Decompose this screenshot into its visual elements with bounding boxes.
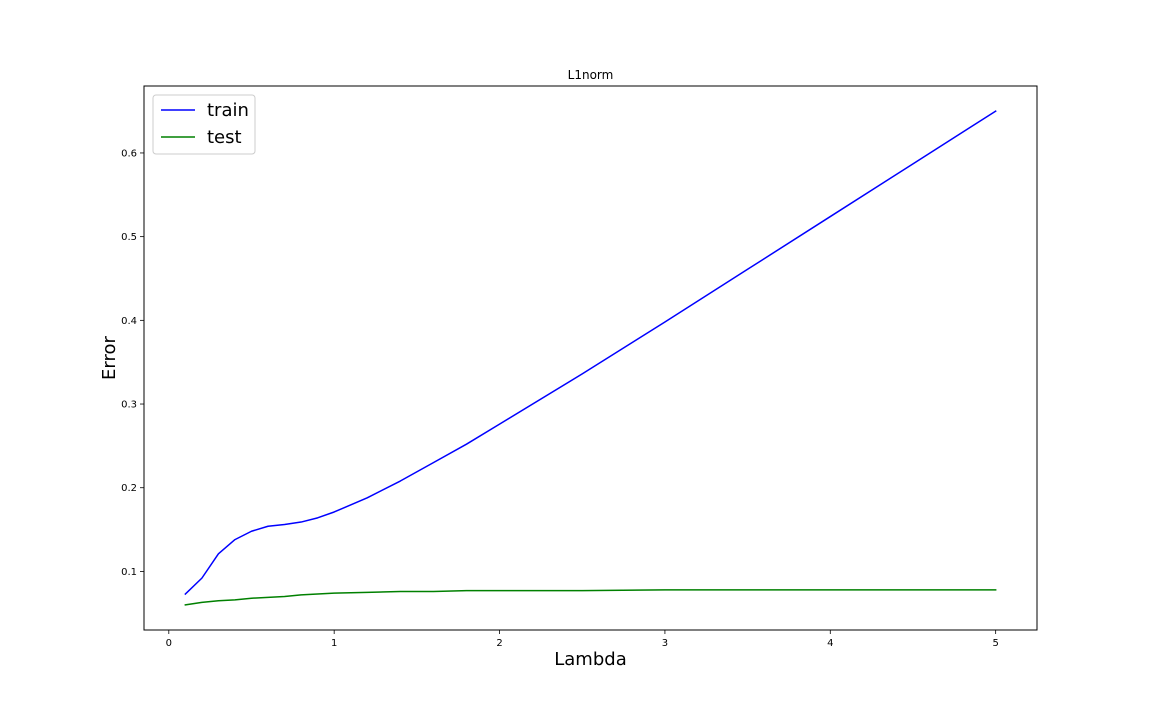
series-layer xyxy=(184,110,997,606)
x-tick-label: 0 xyxy=(166,638,172,649)
x-tick-label: 4 xyxy=(827,638,833,649)
x-axis-label: Lambda xyxy=(554,649,626,670)
plot-area xyxy=(144,86,1037,630)
x-tick-label: 2 xyxy=(496,638,502,649)
y-tick-label: 0.1 xyxy=(121,567,137,578)
legend-label-train: train xyxy=(207,100,249,121)
x-axis-ticks: 0 1 2 3 4 5 xyxy=(166,630,999,649)
y-axis-label: Error xyxy=(99,335,120,379)
x-tick-label: 3 xyxy=(662,638,668,649)
y-tick-label: 0.5 xyxy=(121,232,137,243)
legend: train test xyxy=(152,94,256,155)
y-tick-label: 0.2 xyxy=(121,483,137,494)
series-line-train xyxy=(184,110,997,596)
legend-label-test: test xyxy=(207,127,242,148)
series-line-test xyxy=(184,589,997,606)
x-tick-label: 5 xyxy=(992,638,998,649)
y-tick-label: 0.3 xyxy=(121,400,137,411)
y-tick-label: 0.4 xyxy=(121,316,137,327)
legend-entries: train test xyxy=(161,100,249,148)
x-tick-label: 1 xyxy=(331,638,337,649)
chart-title: L1norm xyxy=(568,68,614,82)
y-tick-label: 0.6 xyxy=(121,148,137,159)
y-axis-ticks: 0.1 0.2 0.3 0.4 0.5 0.6 xyxy=(121,148,144,578)
plot-frame xyxy=(143,85,1038,631)
